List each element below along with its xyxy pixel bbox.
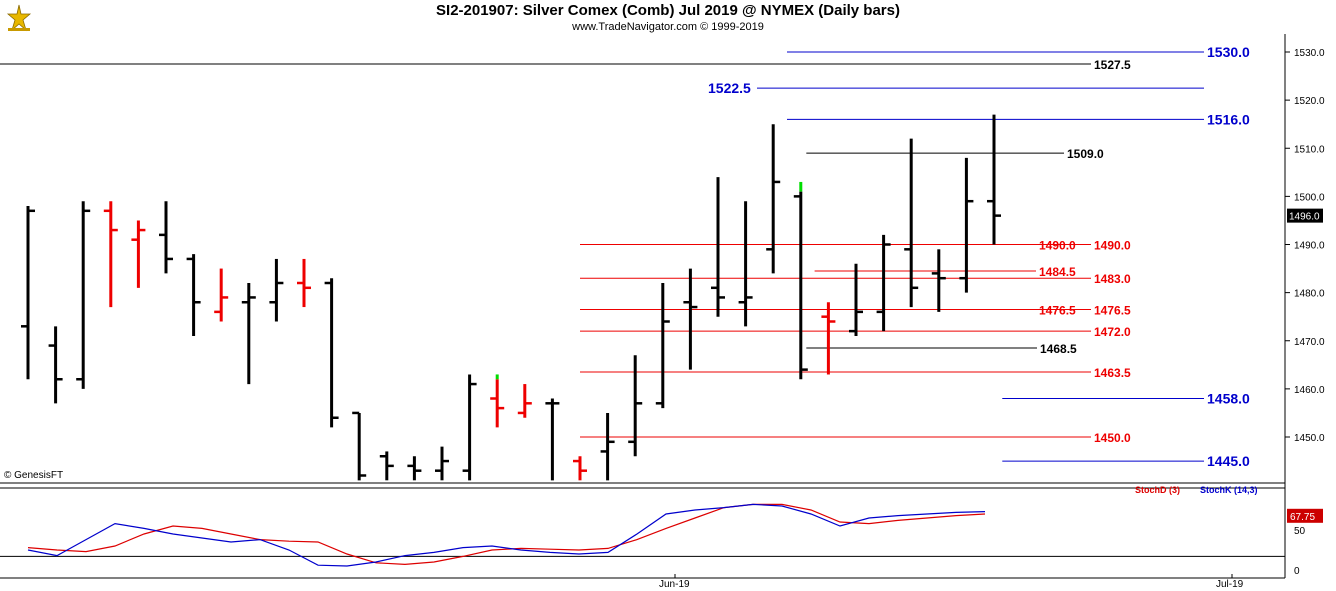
ohlc-bar [904, 138, 919, 308]
level-label: 1509.0 [1067, 147, 1104, 161]
price-tick-label: 1490.0 [1294, 241, 1325, 252]
stochastic-panel: 0 50 67.75 StochD (3) StochK (14,3) [0, 485, 1323, 577]
stoch-legend-entry: StochK (14,3) [1200, 485, 1258, 495]
ohlc-bar [987, 114, 1001, 245]
ohlc-bar [21, 206, 35, 380]
ohlc-bar [738, 201, 753, 327]
price-tick-label: 1500.0 [1294, 192, 1325, 203]
genesis-watermark: © GenesisFT [4, 470, 63, 481]
ohlc-bar [711, 177, 725, 317]
ohlc-bar [269, 258, 284, 322]
ohlc-bar [297, 258, 311, 308]
ohlc-bar [793, 181, 808, 380]
level-label: 1463.5 [1094, 366, 1131, 380]
ohlc-bar [131, 220, 146, 288]
ohlc-bar [214, 268, 229, 322]
ohlc-bar [48, 326, 63, 404]
price-tick-label: 1450.0 [1294, 433, 1325, 444]
ohlc-bar [103, 201, 118, 308]
level-label: 1527.5 [1094, 58, 1131, 72]
ohlc-bar [379, 451, 394, 481]
chart-header: SI2-201907: Silver Comex (Comb) Jul 2019… [0, 0, 1336, 34]
level-label: 1458.0 [1207, 391, 1250, 407]
ohlc-bar [517, 384, 532, 418]
ohlc-bar [324, 278, 339, 428]
ohlc-bar [159, 201, 173, 274]
price-tick-label: 1470.0 [1294, 337, 1325, 348]
ohlc-bar [600, 412, 615, 481]
level-label: 1522.5 [708, 80, 751, 96]
price-tick-label: 1480.0 [1294, 289, 1325, 300]
time-axis: Jun-19 Jul-19 [659, 574, 1244, 590]
level-label: 1516.0 [1207, 111, 1250, 127]
chart-title: SI2-201907: Silver Comex (Comb) Jul 2019… [436, 2, 900, 19]
ohlc-bar [683, 268, 698, 370]
stoch-tick-label: 50 [1294, 526, 1306, 537]
ohlc-bar [931, 249, 946, 312]
time-tick-label: Jul-19 [1216, 579, 1244, 590]
trade-navigator-logo-icon [2, 2, 36, 34]
price-axis: 1450.0 1460.0 1470.0 1480.0 1490.0 1500.0 1510… [1285, 48, 1325, 444]
level-label: 1476.5 [1039, 303, 1076, 317]
chart-subtitle: www.TradeNavigator.com © 1999-2019 [572, 21, 764, 33]
ohlc-bar [821, 302, 836, 375]
level-label: 1472.0 [1094, 325, 1131, 339]
level-label: 1450.0 [1094, 431, 1131, 445]
ohlc-bar [573, 456, 587, 481]
ohlc-bar [876, 234, 891, 332]
price-tick-label: 1520.0 [1294, 96, 1325, 107]
stoch-tick-label: 0 [1294, 566, 1300, 577]
ohlc-bar [490, 374, 505, 428]
ohlc-bars [21, 114, 1001, 481]
level-label: 1530.0 [1207, 44, 1250, 60]
stoch-series-line [27, 503, 986, 566]
ohlc-bar [628, 355, 643, 457]
ohlc-bar [186, 254, 201, 336]
stoch-series-line [27, 503, 986, 567]
stoch-last-box [1287, 508, 1323, 523]
ohlc-bar [435, 446, 449, 481]
level-label: 1484.5 [1039, 265, 1076, 279]
level-label: 1483.0 [1094, 272, 1131, 286]
level-label: 1490.0 [1039, 239, 1076, 253]
stoch-last-label: 67.75 [1290, 512, 1315, 523]
level-label: 1445.0 [1207, 453, 1250, 469]
ohlc-bar [849, 263, 863, 336]
price-tick-label: 1510.0 [1294, 144, 1325, 155]
ohlc-bar [352, 411, 367, 481]
ohlc-bar [655, 283, 670, 409]
stoch-legend-entry: StochD (3) [1135, 485, 1180, 495]
support-resistance-levels: 1530.0 1527.5 1522.5 1516.0 1509.0 1490.0 1484… [0, 44, 1250, 469]
last-price-label: 1496.0 [1289, 212, 1320, 223]
last-price-box [1287, 208, 1323, 223]
price-tick-label: 1460.0 [1294, 385, 1325, 396]
ohlc-bar [407, 456, 422, 481]
ohlc-bar [76, 201, 91, 389]
ohlc-bar [241, 283, 256, 385]
ohlc-bar [462, 374, 477, 481]
price-tick-label: 1530.0 [1294, 48, 1325, 59]
level-label: 1468.5 [1040, 342, 1077, 356]
ohlc-bar [959, 157, 974, 293]
level-label: 1476.5 [1094, 303, 1131, 317]
time-tick-label: Jun-19 [659, 579, 690, 590]
ohlc-bar [766, 124, 781, 274]
ohlc-bar [545, 398, 560, 481]
level-label: 1490.0 [1094, 239, 1131, 253]
